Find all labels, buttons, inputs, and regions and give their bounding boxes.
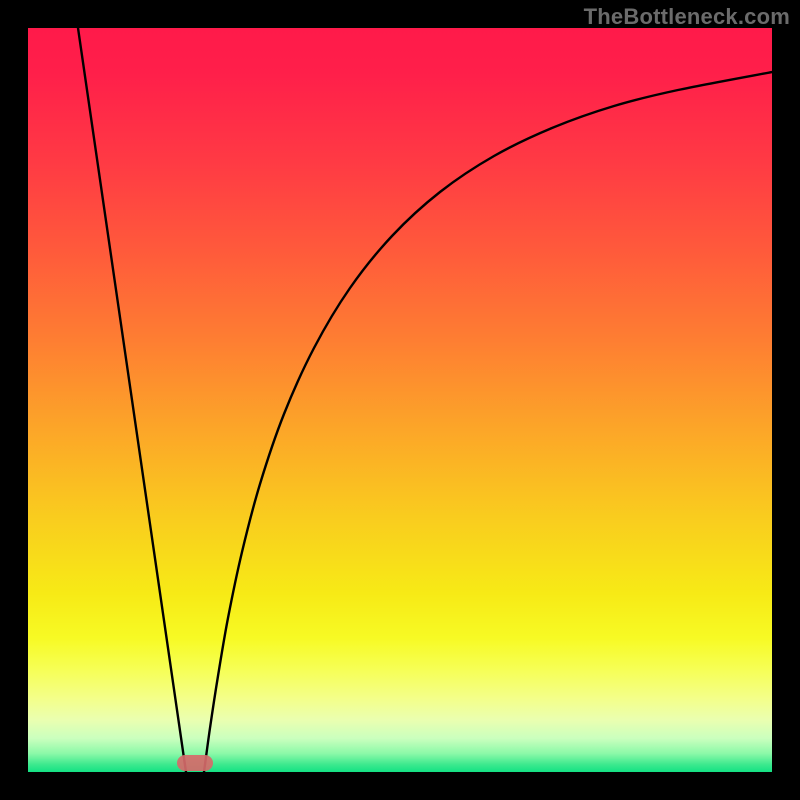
chart-frame: TheBottleneck.com (0, 0, 800, 800)
optimal-marker (177, 755, 213, 771)
bottleneck-curve (28, 28, 772, 772)
plot-area (28, 28, 772, 772)
watermark-text: TheBottleneck.com (584, 4, 790, 30)
